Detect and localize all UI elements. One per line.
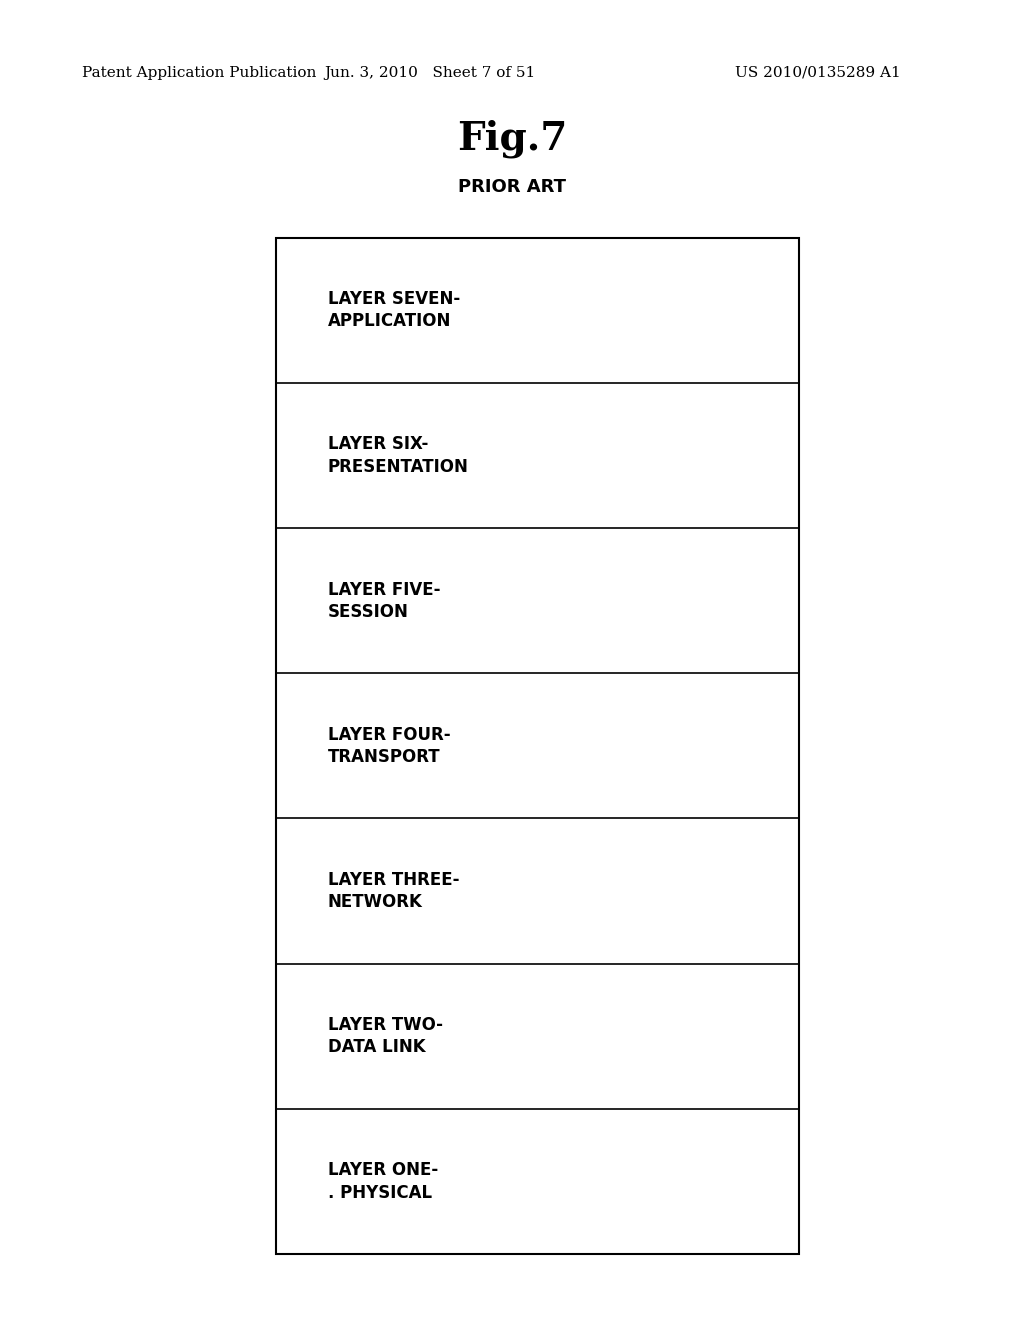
Text: LAYER SEVEN-
APPLICATION: LAYER SEVEN- APPLICATION <box>328 290 460 330</box>
Text: LAYER TWO-
DATA LINK: LAYER TWO- DATA LINK <box>328 1016 442 1056</box>
Text: Fig.7: Fig.7 <box>457 119 567 158</box>
Text: US 2010/0135289 A1: US 2010/0135289 A1 <box>735 66 901 79</box>
Text: LAYER FOUR-
TRANSPORT: LAYER FOUR- TRANSPORT <box>328 726 451 766</box>
Text: Patent Application Publication: Patent Application Publication <box>82 66 316 79</box>
Text: LAYER FIVE-
SESSION: LAYER FIVE- SESSION <box>328 581 440 620</box>
Bar <box>276 238 799 1254</box>
Text: LAYER ONE-
. PHYSICAL: LAYER ONE- . PHYSICAL <box>328 1162 438 1201</box>
Text: PRIOR ART: PRIOR ART <box>458 178 566 197</box>
Text: LAYER SIX-
PRESENTATION: LAYER SIX- PRESENTATION <box>328 436 469 475</box>
Text: Jun. 3, 2010   Sheet 7 of 51: Jun. 3, 2010 Sheet 7 of 51 <box>325 66 536 79</box>
Text: LAYER THREE-
NETWORK: LAYER THREE- NETWORK <box>328 871 459 911</box>
